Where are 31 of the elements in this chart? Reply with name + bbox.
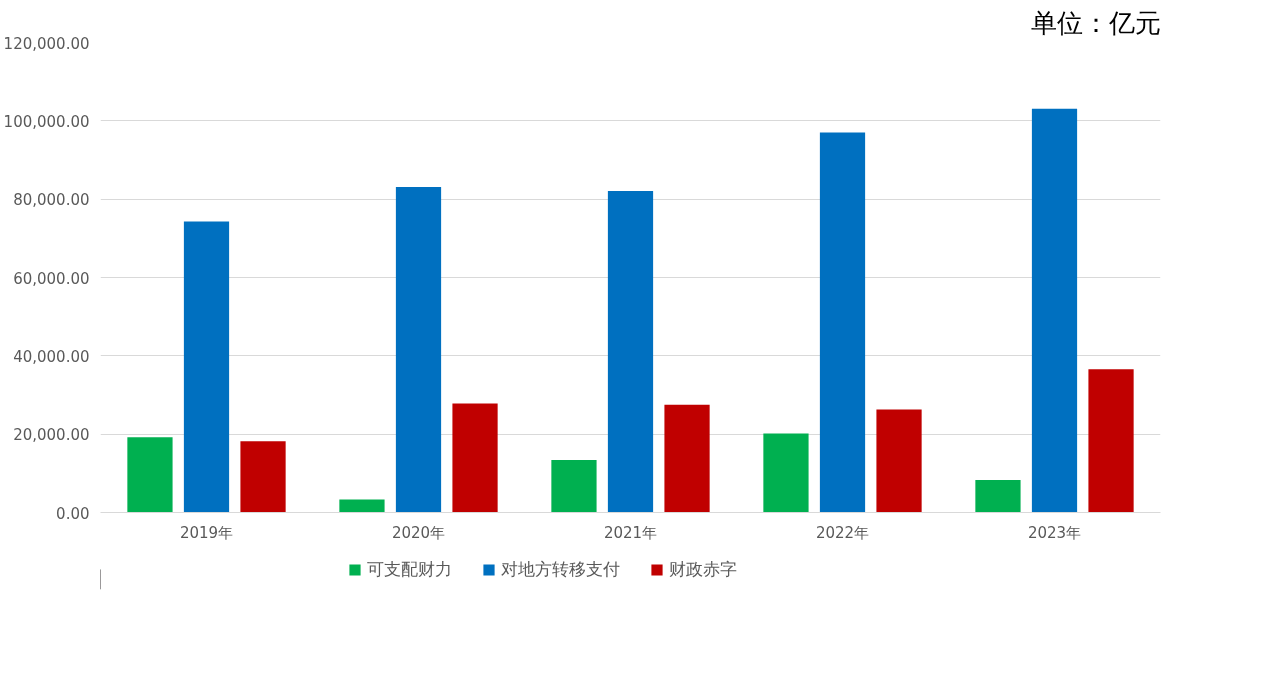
x-tick-label: 2020年: [391, 523, 446, 542]
bar: [339, 499, 385, 513]
bar: [1088, 369, 1134, 513]
bar: [763, 433, 809, 513]
legend-label: 财政赤字: [668, 557, 737, 581]
legend-label: 对地方转移支付: [500, 557, 620, 581]
bar: [395, 187, 442, 513]
bar: [664, 404, 710, 513]
bar: [551, 460, 597, 513]
x-tick-label: 2021年: [603, 523, 658, 542]
bar: [975, 479, 1021, 513]
x-tick-label: 2019年: [179, 523, 234, 542]
x-tick-label: 2022年: [815, 523, 870, 542]
bar: [1031, 108, 1078, 513]
bar: [607, 190, 654, 513]
y-tick-label: 40,000.00: [13, 347, 90, 366]
bar: [819, 132, 866, 513]
bar: [876, 409, 922, 513]
bar: [452, 403, 498, 513]
y-tick-label: 80,000.00: [13, 191, 90, 210]
text: 单位：亿元: [1030, 7, 1161, 38]
bar: [127, 437, 173, 513]
bar: [183, 221, 230, 513]
y-tick-label: 0.00: [56, 504, 90, 523]
y-tick-label: 60,000.00: [13, 269, 90, 288]
y-tick-label: 120,000.00: [3, 34, 90, 53]
legend-label: 可支配财力: [366, 557, 452, 581]
x-tick-label: 2023年: [1027, 523, 1082, 542]
bar: [240, 441, 286, 513]
y-tick-label: 100,000.00: [3, 112, 90, 131]
y-tick-label: 20,000.00: [13, 426, 90, 445]
